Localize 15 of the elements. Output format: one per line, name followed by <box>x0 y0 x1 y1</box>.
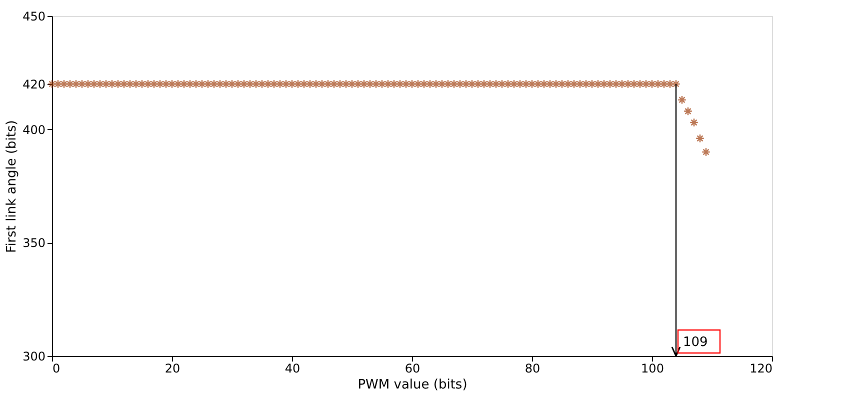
x-tick-label: 100 <box>641 362 664 376</box>
x-tick-label: 0 <box>52 362 60 376</box>
x-tick-label: 120 <box>750 362 772 376</box>
x-tick-label: 40 <box>284 362 300 376</box>
y-tick-label: 450 <box>22 10 46 24</box>
x-tick-label: 60 <box>404 362 420 376</box>
y-tick-label: 400 <box>22 122 46 137</box>
y-axis-title: First link angle (bits) <box>4 120 20 253</box>
annotation: 109 <box>683 335 708 350</box>
y-tick-label: 420 <box>22 78 46 92</box>
y-tick-label: 300 <box>22 350 46 364</box>
x-tick-label: 20 <box>164 362 180 376</box>
x-axis-title: PWM value (bits) <box>358 378 468 392</box>
x-tick-label: 80 <box>524 362 540 376</box>
y-tick-label: 350 <box>22 236 46 250</box>
